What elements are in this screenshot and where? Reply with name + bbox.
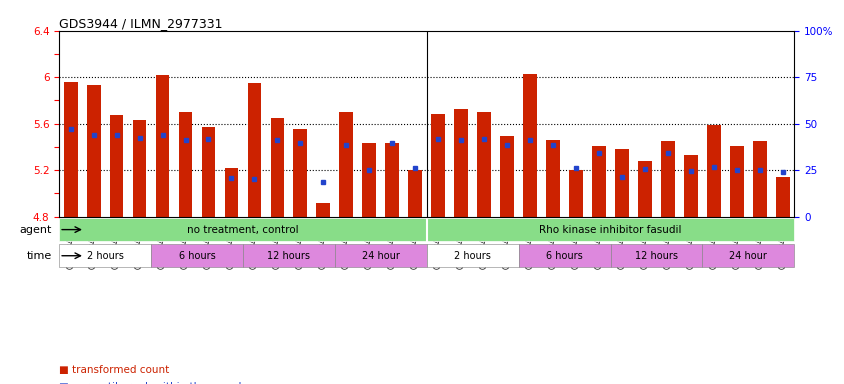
Bar bbox=[178, 112, 192, 217]
Text: no treatment, control: no treatment, control bbox=[187, 225, 299, 235]
Bar bbox=[569, 170, 582, 217]
FancyBboxPatch shape bbox=[518, 244, 609, 268]
Bar bbox=[660, 141, 674, 217]
Text: GDS3944 / ILMN_2977331: GDS3944 / ILMN_2977331 bbox=[59, 17, 222, 30]
Text: ■ transformed count: ■ transformed count bbox=[59, 365, 169, 375]
Bar bbox=[87, 85, 100, 217]
Bar bbox=[225, 168, 238, 217]
Bar bbox=[477, 112, 490, 217]
FancyBboxPatch shape bbox=[243, 244, 334, 268]
Bar bbox=[729, 146, 743, 217]
Bar bbox=[752, 141, 766, 217]
Text: Rho kinase inhibitor fasudil: Rho kinase inhibitor fasudil bbox=[538, 225, 681, 235]
Bar bbox=[775, 177, 789, 217]
FancyBboxPatch shape bbox=[59, 218, 426, 242]
Bar bbox=[408, 170, 422, 217]
FancyBboxPatch shape bbox=[701, 244, 793, 268]
Text: time: time bbox=[26, 251, 51, 261]
Text: ■ percentile rank within the sample: ■ percentile rank within the sample bbox=[59, 382, 248, 384]
Bar bbox=[316, 203, 330, 217]
FancyBboxPatch shape bbox=[334, 244, 426, 268]
Bar bbox=[133, 120, 146, 217]
Text: 2 hours: 2 hours bbox=[87, 251, 123, 261]
Bar bbox=[500, 136, 513, 217]
Text: 24 hour: 24 hour bbox=[728, 251, 766, 261]
FancyBboxPatch shape bbox=[59, 244, 151, 268]
Bar bbox=[293, 129, 307, 217]
Text: 6 hours: 6 hours bbox=[178, 251, 215, 261]
Text: 2 hours: 2 hours bbox=[454, 251, 490, 261]
Bar bbox=[522, 74, 537, 217]
Bar bbox=[614, 149, 628, 217]
Bar bbox=[592, 146, 605, 217]
Bar bbox=[430, 114, 445, 217]
Bar bbox=[270, 118, 284, 217]
Bar bbox=[385, 143, 398, 217]
Bar bbox=[202, 127, 215, 217]
Bar bbox=[339, 112, 353, 217]
Bar bbox=[155, 75, 169, 217]
Text: 6 hours: 6 hours bbox=[545, 251, 582, 261]
Bar bbox=[63, 82, 78, 217]
Bar bbox=[545, 140, 560, 217]
Text: agent: agent bbox=[19, 225, 51, 235]
Bar bbox=[362, 143, 376, 217]
FancyBboxPatch shape bbox=[426, 218, 793, 242]
Bar bbox=[110, 116, 123, 217]
FancyBboxPatch shape bbox=[426, 244, 518, 268]
Text: 24 hour: 24 hour bbox=[361, 251, 399, 261]
FancyBboxPatch shape bbox=[609, 244, 701, 268]
Bar bbox=[706, 125, 720, 217]
Text: 12 hours: 12 hours bbox=[634, 251, 677, 261]
Bar bbox=[247, 83, 261, 217]
FancyBboxPatch shape bbox=[151, 244, 243, 268]
Text: 12 hours: 12 hours bbox=[267, 251, 310, 261]
Bar bbox=[684, 155, 697, 217]
Bar bbox=[637, 161, 651, 217]
Bar bbox=[454, 109, 468, 217]
